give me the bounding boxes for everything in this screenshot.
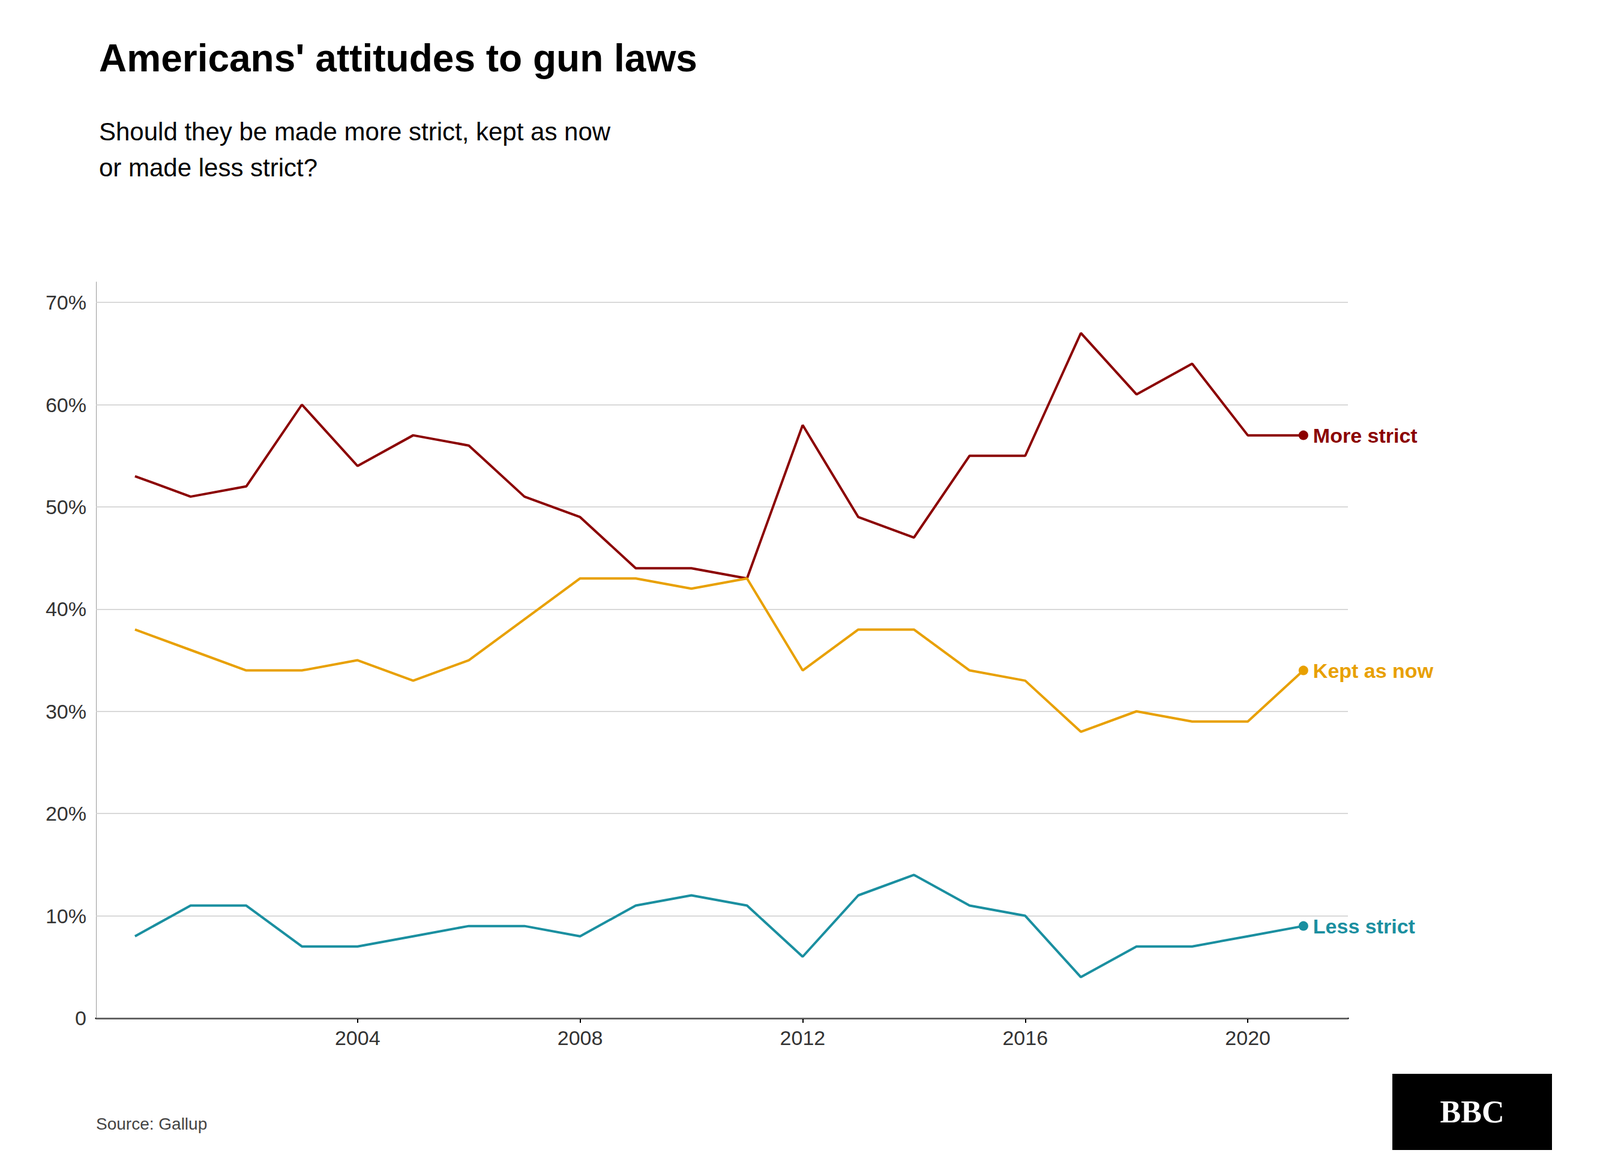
svg-text:Should they be made more stric: Should they be made more strict, kept as… (99, 117, 611, 146)
svg-text:10%: 10% (45, 905, 87, 928)
svg-text:2012: 2012 (780, 1026, 826, 1050)
svg-text:2016: 2016 (1002, 1026, 1048, 1050)
svg-text:Kept as now: Kept as now (1313, 659, 1434, 683)
svg-text:20%: 20% (45, 802, 87, 826)
svg-text:2020: 2020 (1224, 1026, 1271, 1050)
svg-text:40%: 40% (45, 597, 87, 621)
svg-text:Americans' attitudes to gun la: Americans' attitudes to gun laws (99, 36, 698, 80)
svg-text:50%: 50% (45, 495, 87, 519)
svg-text:or made less strict?: or made less strict? (99, 153, 318, 182)
svg-text:0: 0 (75, 1007, 87, 1030)
svg-text:BBC: BBC (1440, 1095, 1505, 1130)
svg-text:30%: 30% (45, 700, 87, 724)
svg-text:70%: 70% (45, 291, 87, 314)
svg-text:2008: 2008 (557, 1026, 604, 1050)
svg-text:2004: 2004 (334, 1026, 381, 1050)
svg-text:Less strict: Less strict (1313, 915, 1416, 939)
svg-text:60%: 60% (45, 393, 87, 417)
svg-text:More strict: More strict (1313, 424, 1418, 448)
svg-text:Source: Gallup: Source: Gallup (96, 1115, 208, 1134)
